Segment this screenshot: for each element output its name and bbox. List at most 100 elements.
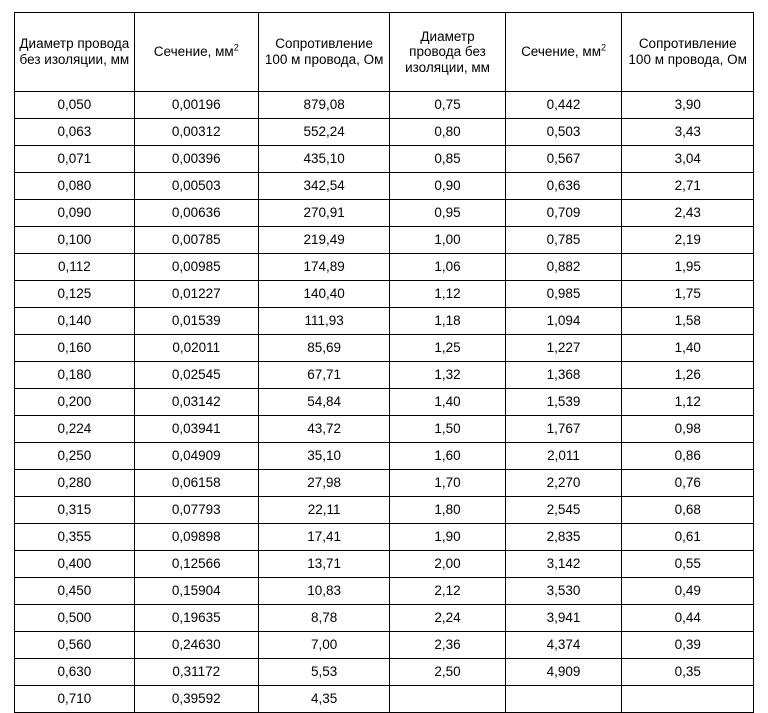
squared-sup: 2 — [601, 43, 606, 53]
wire-spec-table: Диаметр провода без изоляции, ммСечение,… — [14, 12, 754, 713]
cell: 0,19635 — [134, 605, 258, 632]
table-row: 0,1120,00985174,891,060,8821,95 — [15, 254, 754, 281]
cell — [390, 686, 505, 713]
cell: 1,767 — [505, 416, 622, 443]
cell: 0,49 — [622, 578, 754, 605]
cell: 1,094 — [505, 308, 622, 335]
table-row: 0,0710,00396435,100,850,5673,04 — [15, 146, 754, 173]
cell: 0,630 — [15, 659, 135, 686]
header-label: Сечение, мм — [521, 44, 601, 59]
cell: 0,55 — [622, 551, 754, 578]
col-header-3: Сопротивление 100 м провода, Ом — [258, 13, 390, 92]
cell: 1,12 — [390, 281, 505, 308]
cell: 0,07793 — [134, 497, 258, 524]
cell: 3,941 — [505, 605, 622, 632]
cell: 0,31172 — [134, 659, 258, 686]
cell: 0,560 — [15, 632, 135, 659]
table-row: 0,2800,0615827,981,702,2700,76 — [15, 470, 754, 497]
col-header-5: Сечение, мм2 — [505, 13, 622, 92]
cell: 0,567 — [505, 146, 622, 173]
cell: 1,70 — [390, 470, 505, 497]
cell: 0,04909 — [134, 443, 258, 470]
cell: 0,03142 — [134, 389, 258, 416]
cell: 2,24 — [390, 605, 505, 632]
cell: 0,98 — [622, 416, 754, 443]
cell: 0,100 — [15, 227, 135, 254]
table-row: 0,7100,395924,35 — [15, 686, 754, 713]
cell: 67,71 — [258, 362, 390, 389]
cell: 1,80 — [390, 497, 505, 524]
cell: 219,49 — [258, 227, 390, 254]
cell: 22,11 — [258, 497, 390, 524]
cell: 2,19 — [622, 227, 754, 254]
cell: 1,50 — [390, 416, 505, 443]
table-row: 0,1800,0254567,711,321,3681,26 — [15, 362, 754, 389]
cell: 5,53 — [258, 659, 390, 686]
cell: 27,98 — [258, 470, 390, 497]
cell: 2,36 — [390, 632, 505, 659]
header-label: Сопротивление 100 м провода, Ом — [265, 36, 384, 67]
cell: 0,00396 — [134, 146, 258, 173]
cell: 0,200 — [15, 389, 135, 416]
cell: 10,83 — [258, 578, 390, 605]
cell: 0,09898 — [134, 524, 258, 551]
cell: 0,140 — [15, 308, 135, 335]
table-row: 0,4000,1256613,712,003,1420,55 — [15, 551, 754, 578]
table-row: 0,0500,00196879,080,750,4423,90 — [15, 92, 754, 119]
cell: 0,785 — [505, 227, 622, 254]
cell: 2,71 — [622, 173, 754, 200]
cell: 35,10 — [258, 443, 390, 470]
cell: 0,500 — [15, 605, 135, 632]
table-row: 0,1400,01539111,931,181,0941,58 — [15, 308, 754, 335]
cell: 0,03941 — [134, 416, 258, 443]
cell: 0,503 — [505, 119, 622, 146]
cell: 1,26 — [622, 362, 754, 389]
cell: 879,08 — [258, 92, 390, 119]
cell: 0,35 — [622, 659, 754, 686]
table-row: 0,1600,0201185,691,251,2271,40 — [15, 335, 754, 362]
cell: 0,00985 — [134, 254, 258, 281]
cell: 0,01227 — [134, 281, 258, 308]
cell: 0,00196 — [134, 92, 258, 119]
cell: 0,39 — [622, 632, 754, 659]
cell: 1,12 — [622, 389, 754, 416]
table-body: 0,0500,00196879,080,750,4423,900,0630,00… — [15, 92, 754, 713]
cell: 0,06158 — [134, 470, 258, 497]
table-row: 0,4500,1590410,832,123,5300,49 — [15, 578, 754, 605]
cell: 0,24630 — [134, 632, 258, 659]
cell: 2,50 — [390, 659, 505, 686]
squared-sup: 2 — [234, 43, 239, 53]
cell: 3,90 — [622, 92, 754, 119]
cell: 0,61 — [622, 524, 754, 551]
cell: 0,95 — [390, 200, 505, 227]
cell: 0,160 — [15, 335, 135, 362]
col-header-6: Сопротивление 100 м провода, Ом — [622, 13, 754, 92]
cell: 2,545 — [505, 497, 622, 524]
cell: 1,06 — [390, 254, 505, 281]
cell: 1,40 — [622, 335, 754, 362]
cell: 0,442 — [505, 92, 622, 119]
col-header-2: Сечение, мм2 — [134, 13, 258, 92]
cell: 1,95 — [622, 254, 754, 281]
table-row: 0,3150,0779322,111,802,5450,68 — [15, 497, 754, 524]
cell: 1,60 — [390, 443, 505, 470]
table-row: 0,2240,0394143,721,501,7670,98 — [15, 416, 754, 443]
table-row: 0,0900,00636270,910,950,7092,43 — [15, 200, 754, 227]
cell: 270,91 — [258, 200, 390, 227]
table-row: 0,2000,0314254,841,401,5391,12 — [15, 389, 754, 416]
col-header-1: Диаметр провода без изоляции, мм — [15, 13, 135, 92]
cell: 0,050 — [15, 92, 135, 119]
cell: 0,68 — [622, 497, 754, 524]
cell: 1,368 — [505, 362, 622, 389]
cell: 85,69 — [258, 335, 390, 362]
cell: 1,00 — [390, 227, 505, 254]
table-row: 0,3550,0989817,411,902,8350,61 — [15, 524, 754, 551]
cell: 0,01539 — [134, 308, 258, 335]
cell: 1,227 — [505, 335, 622, 362]
cell: 0,224 — [15, 416, 135, 443]
cell: 2,12 — [390, 578, 505, 605]
cell: 0,985 — [505, 281, 622, 308]
header-label: Диаметр провода без изоляции, мм — [405, 29, 490, 75]
cell: 4,35 — [258, 686, 390, 713]
cell: 1,18 — [390, 308, 505, 335]
